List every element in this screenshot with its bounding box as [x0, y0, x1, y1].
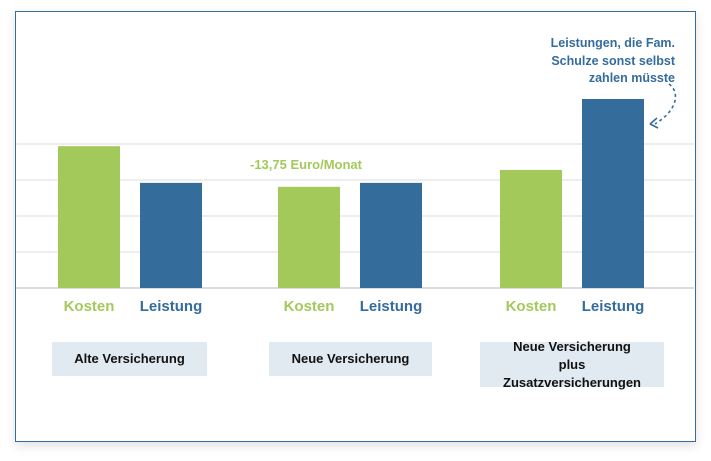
- arrowhead-icon: [649, 117, 659, 129]
- category-label-alte: Alte Versicherung: [52, 342, 207, 376]
- cost-difference-annotation: -13,75 Euro/Monat: [250, 157, 362, 172]
- bar-leistung: [582, 99, 644, 288]
- series-label-leistung: Leistung: [140, 298, 203, 315]
- series-label-kosten: Kosten: [64, 298, 115, 315]
- series-label-leistung: Leistung: [360, 298, 423, 315]
- series-label-kosten: Kosten: [506, 298, 557, 315]
- category-label-neue: Neue Versicherung: [269, 342, 432, 376]
- annotation-arrow: [654, 83, 677, 125]
- bar-kosten: [500, 169, 562, 288]
- bar-leistung: [360, 182, 422, 288]
- bar-leistung: [140, 182, 202, 288]
- series-label-leistung: Leistung: [582, 298, 645, 315]
- category-label-zusatz: Neue Versicherung plus Zusatzversicherun…: [480, 339, 664, 390]
- bar-kosten: [58, 146, 120, 288]
- bar-kosten: [278, 186, 340, 288]
- series-label-kosten: Kosten: [284, 298, 335, 315]
- benefit-annotation: Leistungen, die Fam. Schulze sonst selbs…: [550, 36, 675, 85]
